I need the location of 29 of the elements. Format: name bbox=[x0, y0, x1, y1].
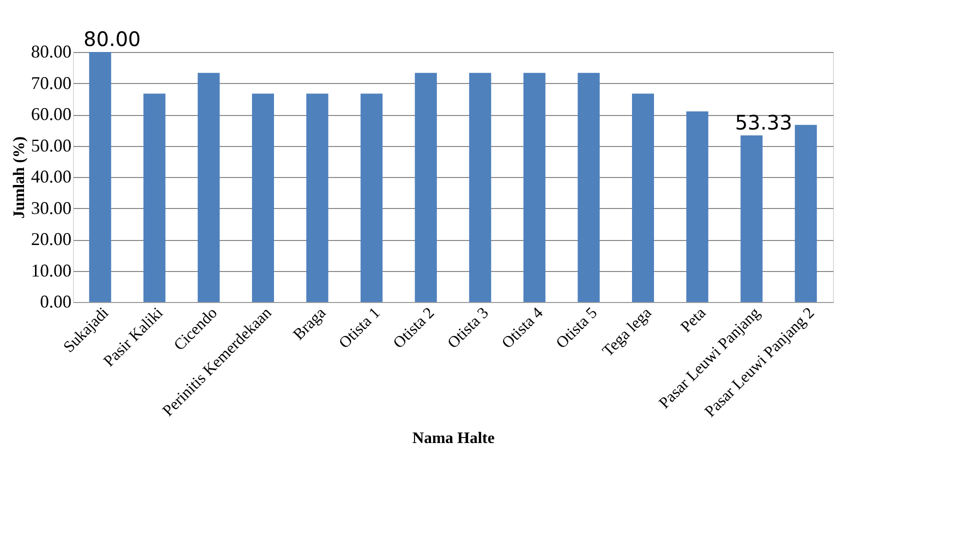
y-tick-label: 30.00 bbox=[31, 198, 72, 218]
y-tick-label: 80.00 bbox=[31, 42, 72, 62]
x-axis-title: Nama Halte bbox=[412, 430, 495, 447]
y-axis-title: Jumlah (%) bbox=[11, 136, 28, 219]
y-tick-label: 0.00 bbox=[40, 292, 72, 312]
y-tick-label: 60.00 bbox=[31, 104, 72, 124]
x-tick-label: Tega lega bbox=[600, 304, 656, 360]
bar bbox=[306, 94, 328, 302]
bar bbox=[198, 72, 220, 302]
data-label: 53.33 bbox=[734, 110, 792, 134]
y-tick-label: 20.00 bbox=[31, 229, 72, 249]
bar bbox=[794, 124, 817, 302]
bar bbox=[414, 72, 437, 302]
y-tick-label: 40.00 bbox=[31, 166, 72, 186]
bar bbox=[578, 72, 600, 302]
bar bbox=[360, 94, 383, 302]
bar bbox=[686, 111, 708, 302]
data-label: 80.00 bbox=[84, 27, 141, 51]
y-tick-label: 70.00 bbox=[31, 72, 72, 93]
bar bbox=[740, 135, 763, 302]
bar bbox=[469, 72, 492, 302]
bar bbox=[632, 94, 654, 302]
x-tick-label: Peta bbox=[678, 304, 710, 336]
bar bbox=[252, 94, 274, 302]
y-tick-label: 50.00 bbox=[31, 135, 72, 156]
bar bbox=[89, 52, 112, 302]
bar bbox=[523, 72, 546, 302]
bar bbox=[143, 94, 166, 302]
y-tick-label: 10.00 bbox=[31, 260, 72, 280]
